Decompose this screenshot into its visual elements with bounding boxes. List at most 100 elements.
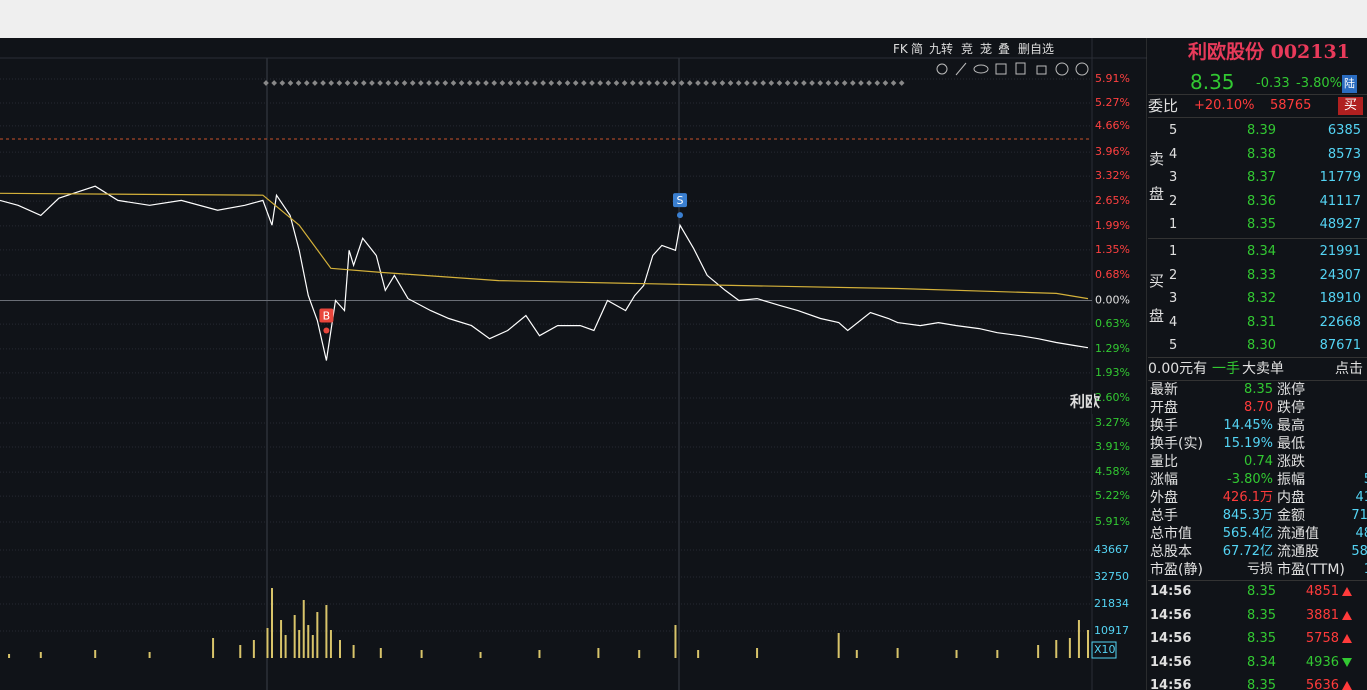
volume-bar: [837, 633, 840, 658]
side-label: 盘: [1149, 307, 1165, 325]
stat-value: 5: [1364, 471, 1367, 489]
marker-diamond: [401, 80, 408, 86]
marker-diamond: [336, 80, 343, 86]
stat-value: 15.19%: [1223, 436, 1273, 451]
trade-badge-text: S: [677, 194, 684, 207]
volume-bar: [266, 628, 269, 658]
stat-value: 845.3万: [1222, 508, 1273, 523]
marker-diamond: [450, 80, 457, 86]
separator: [1148, 117, 1367, 118]
unit-label: X10: [1094, 643, 1116, 656]
volume-bar: [479, 652, 482, 658]
volume-bar: [1037, 645, 1040, 658]
stat-value: 58.: [1351, 544, 1367, 559]
weibi-value: +20.10%: [1194, 98, 1255, 113]
volume-bar: [896, 648, 899, 658]
marker-diamond: [491, 80, 498, 86]
marker-diamond: [792, 80, 799, 86]
marker-diamond: [572, 80, 579, 86]
volume-bar: [638, 650, 641, 658]
marker-diamond: [890, 80, 897, 86]
marker-diamond: [597, 80, 603, 86]
trade-badge-text: B: [323, 309, 331, 322]
stat-label: 跌停: [1277, 400, 1305, 416]
volume-bar: [311, 635, 314, 658]
marker-diamond: [328, 80, 335, 86]
y-tick-label: 1.29%: [1095, 342, 1130, 355]
volume-bar: [302, 600, 305, 658]
marker-diamond: [711, 80, 718, 86]
separator: [1148, 580, 1367, 581]
bar-item: 大卖单: [1242, 361, 1284, 377]
price: 8.35: [1247, 217, 1276, 232]
stat-label: 量比: [1150, 454, 1178, 470]
marker-diamond: [581, 80, 587, 86]
volume: 48927: [1319, 217, 1361, 232]
marker-diamond: [515, 80, 522, 86]
marker-diamond: [295, 80, 302, 86]
volume-bar: [855, 650, 858, 658]
volume-bar: [1055, 640, 1058, 658]
tick-time: 14:56: [1150, 654, 1192, 670]
side-label: 卖: [1149, 150, 1165, 168]
volume-bar: [420, 650, 423, 658]
bar-item: 点击: [1335, 361, 1363, 377]
marker-diamond: [817, 80, 824, 86]
level: 3: [1169, 170, 1178, 185]
toolbar-item[interactable]: 茏: [980, 42, 993, 56]
y-tick-label: 2.60%: [1095, 391, 1130, 404]
volume-bar: [325, 605, 328, 658]
volume-bar: [1077, 620, 1080, 658]
volume: 11779: [1319, 170, 1361, 185]
marker-diamond: [629, 80, 636, 86]
level: 2: [1169, 193, 1178, 209]
toolbar-item[interactable]: 简: [911, 42, 924, 56]
level: 5: [1169, 338, 1178, 353]
volume-bar: [94, 650, 97, 658]
marker-diamond: [646, 80, 652, 86]
tick-price: 8.35: [1247, 584, 1276, 599]
stat-label: 流通股: [1277, 544, 1319, 560]
stat-value: 1: [1364, 561, 1367, 579]
y-tick-label: 5.91%: [1095, 72, 1130, 85]
stat-label: 最低: [1277, 436, 1305, 452]
toolbar-item[interactable]: 叠: [998, 42, 1011, 56]
marker-diamond: [279, 80, 286, 86]
marker-diamond: [507, 80, 514, 86]
volume-bar: [697, 650, 700, 658]
stat-value: 8.35: [1244, 382, 1273, 397]
marker-diamond: [263, 80, 269, 86]
marker-diamond: [499, 80, 506, 86]
toolbar-item[interactable]: FK: [893, 42, 908, 56]
marker-diamond: [523, 80, 530, 86]
volume: 8573: [1327, 146, 1361, 162]
marker-diamond: [483, 80, 489, 86]
level: 3: [1169, 291, 1178, 306]
marker-diamond: [312, 80, 318, 86]
toolbar-item[interactable]: 竞: [961, 42, 974, 56]
buy-button[interactable]: 买: [1338, 97, 1364, 115]
price-line: [0, 185, 1089, 361]
stat-label: 金额: [1277, 508, 1305, 524]
toolbar-icons[interactable]: [936, 62, 1089, 76]
marker-diamond: [768, 80, 775, 86]
stat-value: 8.70: [1244, 400, 1273, 415]
chart: 5.91% 5.27% 4.66% 3.96% 3.32% 2.65% 1.99% 1.35%…: [0, 38, 1147, 690]
toolbar-item[interactable]: 删自选: [1018, 42, 1055, 56]
tick-time: 14:56: [1150, 631, 1192, 646]
y-tick-label: 3.32%: [1095, 169, 1130, 182]
toolbar-item[interactable]: 九转: [929, 42, 954, 56]
volume-bar: [329, 630, 332, 658]
tick-volume: 3881: [1305, 607, 1339, 623]
volume-bar: [8, 654, 11, 658]
stat-label: 总市值: [1150, 526, 1192, 542]
level: 5: [1169, 123, 1178, 138]
stat-label: 总股本: [1150, 544, 1192, 560]
change: -0.33: [1256, 76, 1290, 91]
y-tick-label: 0.63%: [1095, 317, 1130, 330]
stat-value: 48: [1355, 526, 1367, 541]
stat-value: -3.80%: [1227, 472, 1273, 487]
volume-bar: [212, 638, 215, 658]
price: 8.30: [1247, 338, 1276, 353]
tick-time: 14:56: [1150, 584, 1192, 599]
